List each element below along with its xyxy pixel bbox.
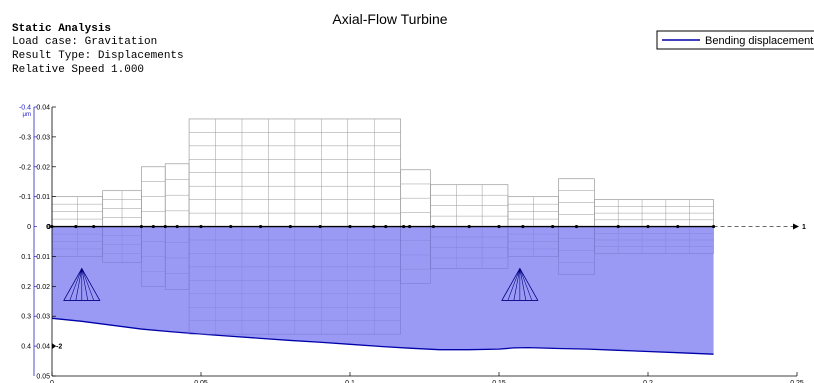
- shaft-node: [402, 224, 406, 229]
- shaft-node: [175, 224, 179, 229]
- y-geometry-tick-label: 0.02: [36, 284, 50, 291]
- shaft-node: [408, 224, 412, 229]
- y-geometry-tick-label: 0.04: [36, 105, 50, 112]
- shaft-node: [616, 224, 620, 229]
- node-label-mid-left-arrow: [52, 343, 56, 350]
- chart-title: Axial-Flow Turbine: [332, 11, 447, 27]
- x-tick-label: 0.2: [643, 380, 653, 383]
- shaft-axis-arrow: [793, 223, 799, 230]
- info-result-type: Result Type: Displacements: [12, 50, 184, 62]
- y-displacement-tick-label: -0.3: [19, 134, 31, 141]
- displacement-fill: [52, 226, 714, 355]
- support-line: [519, 268, 533, 301]
- y-displacement-tick-label: 0: [27, 224, 31, 231]
- bearing-supports: [63, 267, 539, 301]
- rotor-shaft: [50, 223, 799, 230]
- shaft-node: [199, 224, 203, 229]
- shaft-node: [521, 224, 525, 229]
- info-heading: Static Analysis: [12, 23, 111, 35]
- info-speed: Relative Speed 1.000: [12, 64, 144, 76]
- shaft-node: [384, 224, 388, 229]
- shaft-node: [259, 224, 263, 229]
- info-load-case: Load case: Gravitation: [12, 36, 157, 48]
- y-geometry-tick-label: 0.03: [36, 314, 50, 321]
- shaft-node: [318, 224, 322, 229]
- support-line: [507, 268, 521, 301]
- shaft-node: [431, 224, 436, 229]
- x-tick-label: 0: [50, 380, 54, 383]
- x-tick-label: 0.15: [492, 380, 506, 383]
- shaft-node: [139, 224, 143, 229]
- shaft-node: [151, 224, 155, 229]
- node-label-mid-left: -2: [56, 344, 62, 351]
- y-displacement-tick-label: 0.2: [21, 284, 31, 291]
- x-tick-label: 0.05: [194, 380, 208, 383]
- shaft-node: [497, 224, 501, 229]
- support-line: [81, 268, 89, 301]
- shaft-node: [372, 224, 376, 229]
- support-line: [81, 268, 95, 301]
- y-displacement-tick-label: -0.2: [19, 164, 31, 171]
- shaft-node: [646, 224, 650, 229]
- y-geometry-tick-label: 0.04: [36, 344, 50, 351]
- y-geometry-tick-label: 0.03: [36, 134, 50, 141]
- shaft-node: [229, 224, 233, 229]
- node-label-end: 1: [802, 224, 806, 231]
- shaft-node: [288, 224, 292, 229]
- legend: Bending displacement: [656, 30, 814, 50]
- y-displacement-tick-label: -0.1: [19, 194, 31, 201]
- shaft-node: [551, 224, 555, 229]
- shaft-node: [163, 224, 167, 229]
- axes: 00.050.10.150.20.250.040.030.020.0100.01…: [19, 105, 804, 383]
- y-displacement-tick-label: 0.1: [21, 254, 31, 261]
- shaft-node: [92, 224, 96, 229]
- shaft-node: [574, 224, 579, 229]
- y-geometry-tick-label: 0.02: [36, 164, 50, 171]
- shaft-node: [348, 224, 352, 229]
- y-geometry-tick-label: 0.01: [36, 194, 50, 201]
- y-displacement-tick-label: -0.4: [19, 105, 31, 112]
- y-geometry-tick-label: 0.01: [36, 254, 50, 261]
- blade-rows: [51, 118, 714, 335]
- y-displacement-tick-label: 0.3: [21, 314, 31, 321]
- shaft-node: [467, 224, 471, 229]
- legend-label: Bending displacement: [705, 35, 813, 47]
- blade-row: [188, 118, 402, 335]
- y-geometry-tick-label: 0.05: [36, 374, 50, 381]
- support-line: [513, 268, 521, 301]
- y-displacement-tick-label: 0.4: [21, 344, 31, 351]
- y-geometry-tick-label: 0: [46, 224, 50, 231]
- bearing-support: [63, 267, 101, 301]
- x-tick-label: 0.25: [790, 380, 804, 383]
- legend-box: [656, 30, 814, 50]
- node-labels: 0 -2 1: [47, 224, 806, 351]
- support-line: [69, 268, 83, 301]
- bearing-support: [501, 267, 539, 301]
- support-line: [75, 268, 83, 301]
- shaft-node: [676, 224, 680, 229]
- shaft-node: [74, 224, 78, 229]
- displacement-area: [51, 226, 714, 355]
- node-label-start: 0: [47, 224, 51, 231]
- support-line: [519, 268, 527, 301]
- x-tick-label: 0.1: [345, 380, 355, 383]
- shaft-node: [711, 224, 716, 229]
- y-unit-label: μm: [23, 112, 31, 118]
- displacement-curve: [51, 317, 714, 355]
